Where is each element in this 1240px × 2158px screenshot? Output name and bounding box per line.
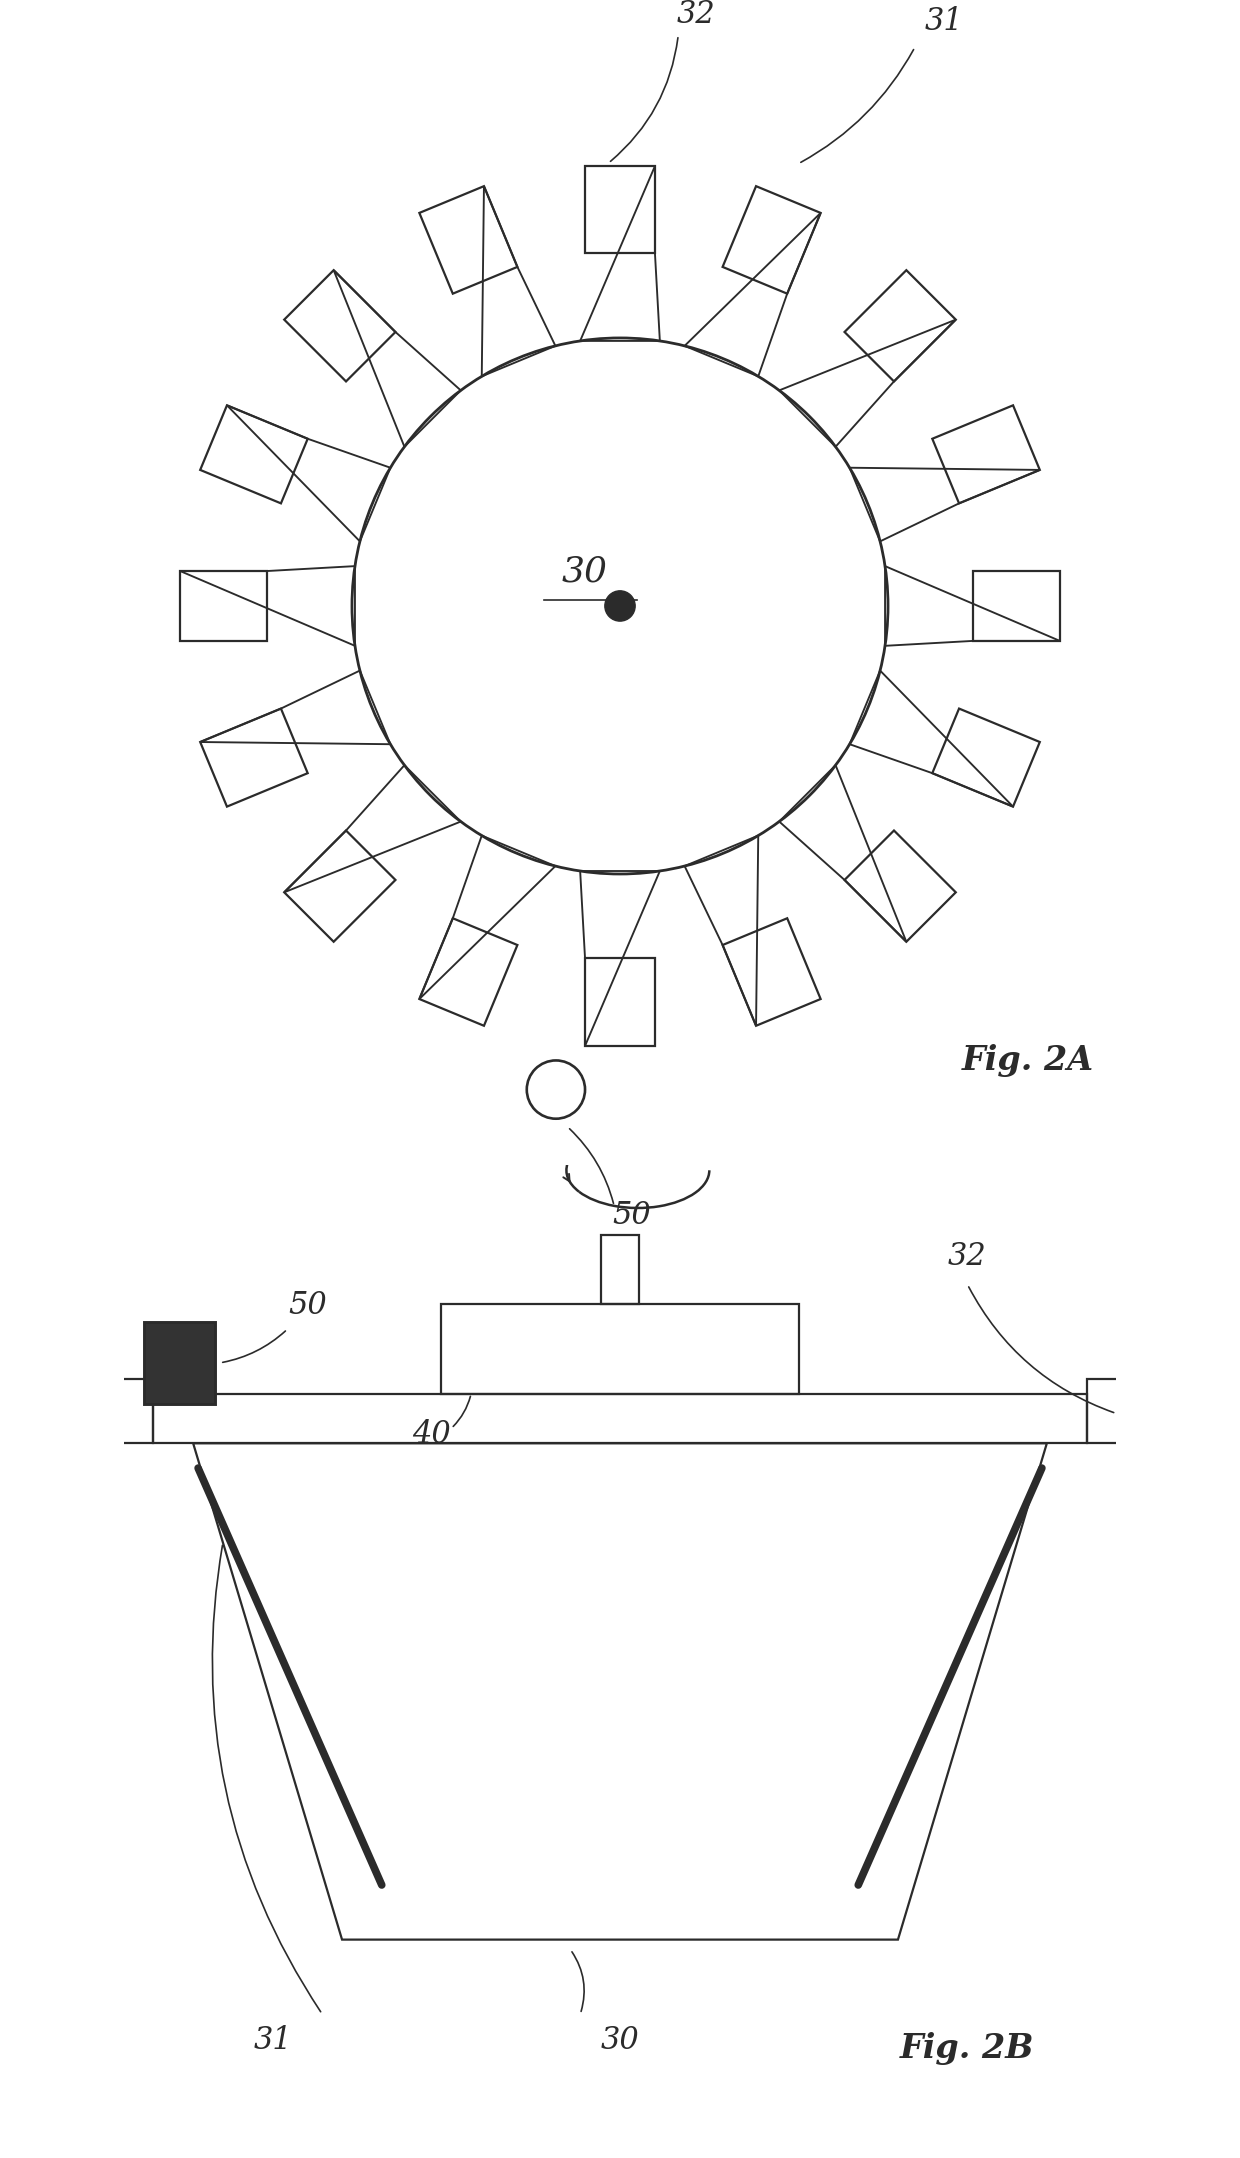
Text: 30: 30	[600, 2024, 640, 2057]
Text: 40: 40	[412, 1420, 451, 1450]
Text: Fig. 2A: Fig. 2A	[962, 1044, 1094, 1077]
Text: Fig. 2B: Fig. 2B	[900, 2033, 1034, 2065]
Text: 32: 32	[676, 0, 715, 30]
Text: 32: 32	[949, 1241, 987, 1271]
Circle shape	[605, 591, 635, 622]
Text: 31: 31	[925, 6, 963, 37]
Text: 50: 50	[288, 1290, 326, 1321]
Text: 31: 31	[253, 2024, 291, 2057]
Text: 50: 50	[613, 1200, 651, 1230]
Polygon shape	[144, 1323, 215, 1403]
Text: 30: 30	[562, 555, 608, 587]
